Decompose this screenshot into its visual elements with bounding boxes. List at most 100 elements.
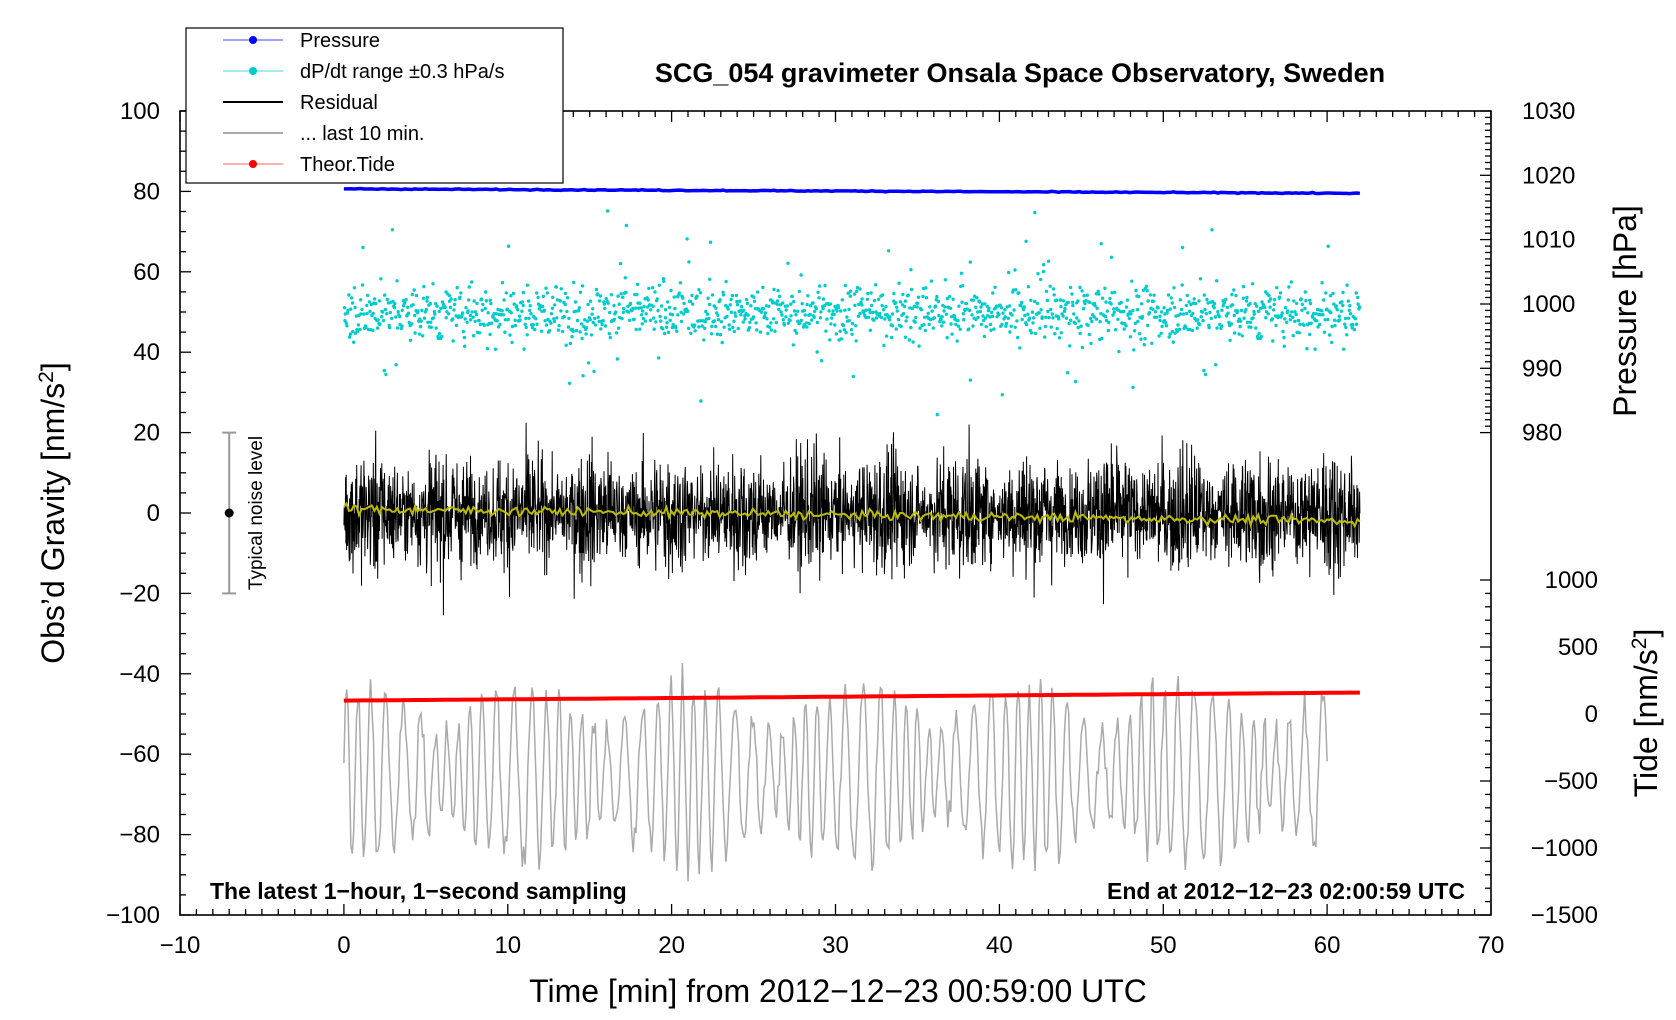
y-tick-label: 20 [133, 420, 160, 447]
dpdt-point [585, 319, 589, 323]
dpdt-point [795, 309, 800, 313]
dpdt-point [707, 316, 711, 321]
dpdt-point [865, 297, 870, 301]
dpdt-point [919, 308, 923, 312]
dpdt-point [818, 316, 823, 320]
dpdt-point [1332, 302, 1336, 306]
dpdt-point [999, 306, 1004, 310]
dpdt-point [932, 316, 936, 320]
dpdt-point [984, 325, 988, 329]
dpdt-point [944, 312, 949, 316]
dpdt-point [1205, 297, 1209, 302]
dpdt-point [651, 304, 655, 308]
dpdt-point [1028, 328, 1033, 333]
dpdt-point [395, 279, 399, 283]
dpdt-point [1315, 319, 1319, 323]
dpdt-point [1207, 325, 1211, 330]
dpdt-point [803, 313, 807, 317]
dpdt-point [689, 331, 693, 335]
dpdt-point [1271, 339, 1275, 343]
dpdt-point [1254, 326, 1258, 330]
dpdt-point [358, 327, 362, 332]
dpdt-point [828, 338, 832, 342]
dpdt-point [1162, 306, 1166, 310]
dpdt-point [1227, 320, 1231, 325]
dpdt-point [500, 309, 504, 313]
dpdt-point [424, 307, 428, 312]
dpdt-point [857, 302, 861, 307]
dpdt-point [580, 284, 585, 288]
dpdt-point [928, 317, 933, 322]
dpdt-point [825, 317, 829, 321]
dpdt-point [448, 305, 453, 309]
dpdt-point [1132, 329, 1137, 333]
dpdt-point [1166, 293, 1171, 297]
dpdt-point [1239, 319, 1243, 323]
dpdt-point [440, 300, 445, 304]
y-axis-title-tide-sup: 2 [1628, 638, 1651, 650]
dpdt-point [855, 286, 860, 290]
dpdt-point [400, 324, 404, 328]
dpdt-point [755, 290, 760, 294]
dpdt-point [552, 317, 556, 321]
dpdt-point [1292, 299, 1296, 303]
dpdt-point [800, 301, 804, 306]
dpdt-point [536, 295, 540, 300]
dpdt-point [606, 301, 610, 305]
dpdt-point [655, 297, 659, 301]
dpdt-point [866, 291, 870, 296]
dpdt-point [810, 318, 814, 322]
dpdt-point [989, 328, 993, 332]
dpdt-point [1043, 335, 1047, 339]
dpdt-point [413, 331, 417, 335]
dpdt-point [381, 318, 386, 323]
dpdt-point [1248, 320, 1253, 324]
dpdt-point [781, 301, 785, 305]
dpdt-point [1244, 307, 1248, 312]
dpdt-point [419, 319, 423, 323]
dpdt-point [988, 315, 992, 319]
dpdt-point [886, 249, 891, 253]
dpdt-point [1341, 290, 1345, 295]
dpdt-point [739, 313, 743, 317]
dpdt-point [550, 306, 555, 310]
dpdt-point [1122, 327, 1126, 331]
dpdt-point [460, 311, 465, 315]
dpdt-point [1346, 299, 1351, 303]
dpdt-point [371, 311, 375, 316]
dpdt-point [876, 297, 881, 301]
dpdt-point [744, 297, 749, 302]
dpdt-point [887, 318, 892, 322]
dpdt-point [1069, 318, 1073, 322]
dpdt-point [565, 309, 569, 314]
dpdt-point [638, 301, 642, 305]
dpdt-point [453, 298, 457, 302]
dpdt-point [758, 330, 763, 334]
dpdt-point [1081, 307, 1086, 311]
dpdt-point [987, 306, 991, 311]
dpdt-point [732, 329, 736, 334]
dpdt-point [1100, 296, 1105, 300]
dpdt-point [1145, 289, 1149, 293]
dpdt-point [1128, 335, 1133, 339]
dpdt-point [860, 297, 864, 301]
dpdt-point [850, 332, 854, 336]
y-axis-title-left-main: Obs’d Gravity [nm/s [35, 383, 71, 664]
dpdt-point [516, 308, 520, 312]
dpdt-point [959, 271, 964, 275]
dpdt-point [1337, 318, 1342, 322]
dpdt-point [906, 293, 910, 297]
dpdt-point [539, 329, 544, 333]
dpdt-point [1124, 324, 1128, 328]
dpdt-point [1272, 302, 1276, 307]
dpdt-point [489, 301, 493, 306]
dpdt-point [510, 340, 514, 345]
dpdt-point [1083, 301, 1087, 306]
dpdt-point [345, 324, 349, 328]
dpdt-point [1139, 337, 1143, 341]
dpdt-point [509, 294, 513, 298]
dpdt-point [543, 319, 547, 323]
dpdt-point [1076, 299, 1080, 303]
dpdt-point [1334, 304, 1339, 308]
dpdt-point [1302, 323, 1306, 327]
